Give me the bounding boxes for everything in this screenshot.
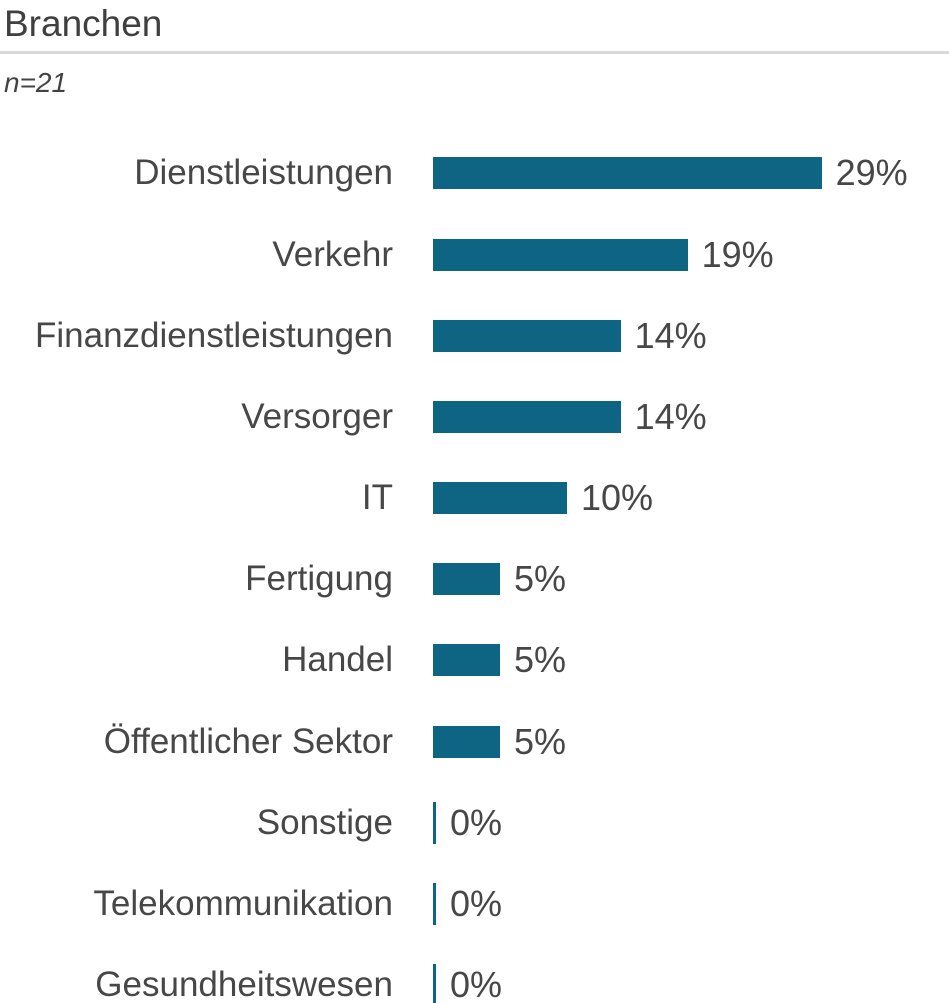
sample-size-note: n=21 [4, 66, 68, 98]
bar [433, 725, 500, 758]
value-label: 19% [701, 233, 774, 275]
category-label: Finanzdienstleistungen [34, 315, 393, 355]
bar [433, 400, 621, 433]
category-label: Dienstleistungen [134, 153, 393, 193]
bar-area: 14% [433, 376, 707, 457]
chart-row: Versorger 14% [0, 376, 949, 457]
category-label: Versorger [241, 396, 393, 436]
chart-row: Finanzdienstleistungen 14% [0, 295, 949, 376]
category-label: Telekommunikation [93, 884, 393, 924]
category-label: Gesundheitswesen [95, 965, 393, 1003]
value-label: 10% [581, 477, 654, 519]
bar [433, 644, 500, 677]
category-label: Handel [282, 640, 393, 680]
category-label: IT [361, 478, 393, 518]
zero-value-tick [433, 964, 436, 1003]
value-label: 5% [514, 558, 567, 600]
category-label: Öffentlicher Sektor [103, 721, 393, 761]
zero-value-tick [433, 883, 436, 926]
bar-area: 5% [433, 620, 566, 701]
bar-chart: Dienstleistungen 29% Verkehr 19% Finanzdiens… [0, 133, 949, 1003]
bar-area: 5% [433, 539, 566, 620]
bar [433, 238, 688, 271]
bar-area: 19% [433, 214, 774, 295]
bar-area: 14% [433, 295, 707, 376]
chart-row: Telekommunikation 0% [0, 863, 949, 944]
category-label: Verkehr [272, 234, 393, 274]
bar [433, 319, 621, 352]
value-label: 5% [514, 720, 567, 762]
bar-area: 5% [433, 701, 566, 782]
title-divider [0, 50, 949, 54]
value-label: 14% [634, 395, 707, 437]
bar-area: 29% [433, 133, 908, 214]
value-label: 0% [450, 964, 503, 1003]
category-label: Sonstige [256, 802, 393, 842]
chart-row: IT 10% [0, 457, 949, 538]
chart-row: Öffentlicher Sektor 5% [0, 701, 949, 782]
bar [433, 563, 500, 596]
chart-row: Fertigung 5% [0, 539, 949, 620]
chart-row: Handel 5% [0, 620, 949, 701]
value-label: 14% [634, 314, 707, 356]
bar-area: 0% [433, 945, 502, 1003]
chart-row: Verkehr 19% [0, 214, 949, 295]
chart-row: Sonstige 0% [0, 782, 949, 863]
bar [433, 482, 567, 515]
value-label: 29% [835, 152, 908, 194]
value-label: 0% [450, 801, 503, 843]
zero-value-tick [433, 801, 436, 844]
page-title: Branchen [4, 3, 163, 44]
value-label: 0% [450, 883, 503, 925]
chart-row: Gesundheitswesen 0% [0, 945, 949, 1003]
bar-area: 0% [433, 863, 502, 944]
bar-area: 10% [433, 457, 653, 538]
category-label: Fertigung [245, 559, 393, 599]
value-label: 5% [514, 639, 567, 681]
bar [433, 157, 822, 190]
chart-row: Dienstleistungen 29% [0, 133, 949, 214]
bar-area: 0% [433, 782, 502, 863]
